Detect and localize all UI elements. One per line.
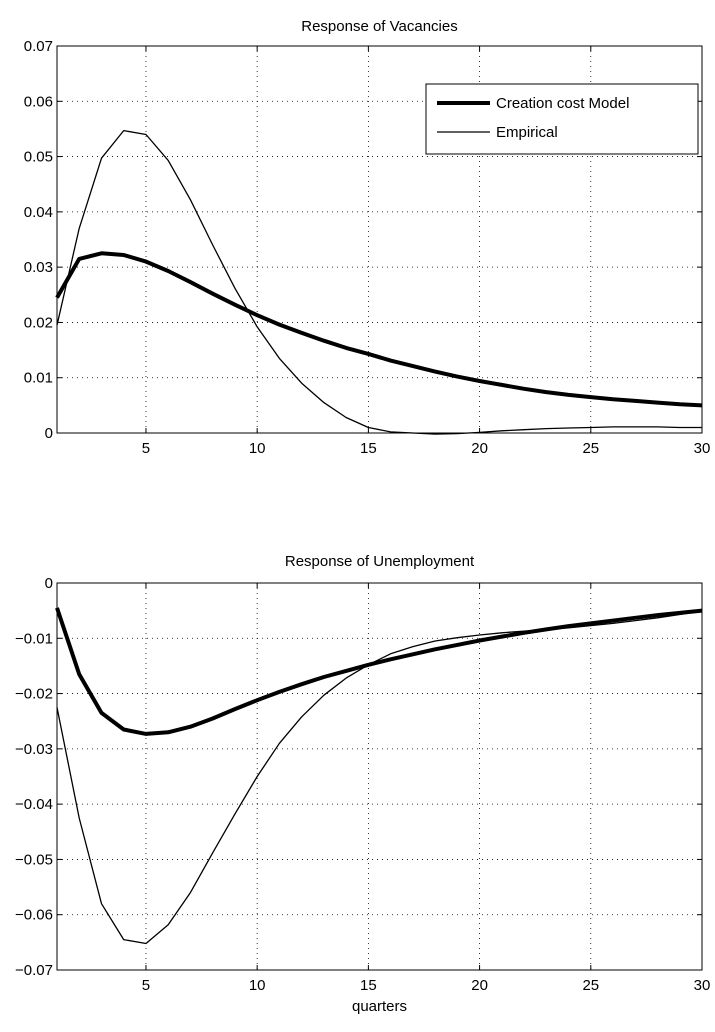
y-tick-label: 0 bbox=[45, 425, 53, 442]
y-tick-label: −0.05 bbox=[15, 851, 53, 868]
x-tick-label: 5 bbox=[142, 977, 150, 994]
vacancies-panel: Response of Vacancies 5 10 15 20 25 30 0 0.01 0.… bbox=[24, 18, 711, 457]
legend-box bbox=[425, 83, 699, 155]
y-tick-label: 0 bbox=[45, 575, 53, 592]
y-tick-label: −0.04 bbox=[15, 796, 53, 813]
y-tick-label: −0.07 bbox=[15, 962, 53, 979]
x-tick-label: 5 bbox=[142, 440, 150, 457]
vacancies-legend: Creation cost Model Empirical bbox=[425, 83, 699, 155]
y-tick-label: 0.02 bbox=[24, 314, 53, 331]
x-tick-label: 25 bbox=[582, 440, 599, 457]
unemployment-plot-frame bbox=[56, 582, 703, 971]
vacancies-ticks: 5 10 15 20 25 30 0 0.01 0.02 0.03 0.04 0.05 0.06 0.07 bbox=[24, 38, 711, 457]
series-line-creation-cost-model bbox=[55, 607, 703, 736]
y-tick-label: −0.01 bbox=[15, 630, 53, 647]
x-tick-label: 30 bbox=[694, 977, 711, 994]
x-tick-label: 10 bbox=[249, 977, 266, 994]
x-tick-label: 10 bbox=[249, 440, 266, 457]
y-tick-label: 0.06 bbox=[24, 93, 53, 110]
unemployment-ticks: 5 10 15 20 25 30 0 −0.01 −0.02 −0.03 −0.04 −0.05 −0.… bbox=[15, 575, 710, 994]
unemployment-series bbox=[55, 607, 703, 945]
vacancies-series bbox=[55, 129, 703, 435]
unemployment-grid bbox=[57, 583, 702, 970]
x-tick-label: 20 bbox=[471, 977, 488, 994]
legend-label-empirical: Empirical bbox=[496, 124, 558, 141]
series-line-creation-cost-model bbox=[55, 251, 703, 408]
y-tick-label: −0.06 bbox=[15, 907, 53, 924]
legend-label-creation-cost-model: Creation cost Model bbox=[496, 95, 629, 112]
x-axis-label: quarters bbox=[352, 998, 407, 1015]
y-tick-label: 0.07 bbox=[24, 38, 53, 55]
series-line-empirical bbox=[56, 129, 702, 435]
x-tick-label: 25 bbox=[582, 977, 599, 994]
x-tick-label: 20 bbox=[471, 440, 488, 457]
y-tick-label: 0.05 bbox=[24, 149, 53, 166]
x-tick-label: 30 bbox=[694, 440, 711, 457]
y-tick-label: 0.04 bbox=[24, 204, 53, 221]
vacancies-title: Response of Vacancies bbox=[301, 18, 457, 35]
y-tick-label: 0.03 bbox=[24, 259, 53, 276]
y-tick-label: −0.03 bbox=[15, 741, 53, 758]
y-tick-label: −0.02 bbox=[15, 686, 53, 703]
unemployment-panel: Response of Unemployment 5 10 15 20 25 30 0 −0.… bbox=[15, 553, 710, 1015]
series-line-empirical bbox=[56, 610, 703, 945]
x-tick-label: 15 bbox=[360, 977, 377, 994]
x-tick-label: 15 bbox=[360, 440, 377, 457]
y-tick-label: 0.01 bbox=[24, 370, 53, 387]
vacancies-plot-frame bbox=[56, 45, 703, 434]
unemployment-title: Response of Unemployment bbox=[285, 553, 475, 570]
